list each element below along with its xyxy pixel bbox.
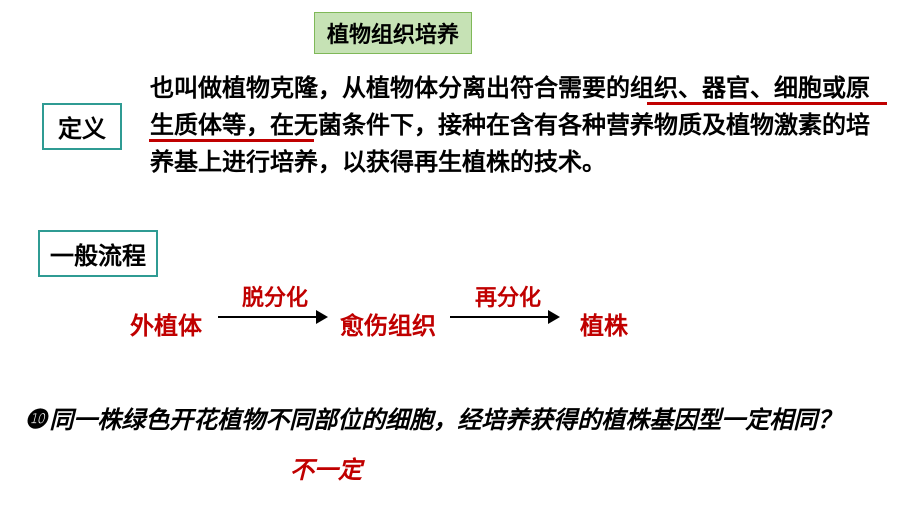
page-title: 植物组织培养 — [314, 12, 472, 54]
question-body: 同一株绿色开花植物不同部位的细胞，经培养获得的植株基因型一定相同？ — [49, 407, 841, 434]
flow-node-0: 外植体 — [130, 306, 202, 341]
flow-arrow-label-0: 脱分化 — [242, 280, 308, 312]
flow-arrow-0 — [218, 316, 326, 318]
flow-diagram: 外植体 脱分化 愈伤组织 再分化 植株 — [120, 280, 820, 350]
question-number: ❿ — [24, 404, 47, 434]
flow-arrow-1 — [450, 316, 558, 318]
question-text: ❿同一株绿色开花植物不同部位的细胞，经培养获得的植株基因型一定相同？ — [24, 400, 904, 435]
flow-arrow-label-1: 再分化 — [475, 280, 541, 312]
definition-text: 也叫做植物克隆，从植物体分离出符合需要的组织、器官、细胞或原生质体等，在无菌条件… — [150, 70, 890, 182]
flow-node-1: 愈伤组织 — [340, 306, 436, 341]
underline-emphasis-1 — [647, 102, 887, 105]
answer-text: 不一定 — [290, 450, 362, 485]
underline-emphasis-2 — [149, 139, 314, 142]
flow-label: 一般流程 — [38, 230, 158, 277]
flow-node-2: 植株 — [580, 306, 628, 341]
definition-label: 定义 — [42, 103, 122, 150]
